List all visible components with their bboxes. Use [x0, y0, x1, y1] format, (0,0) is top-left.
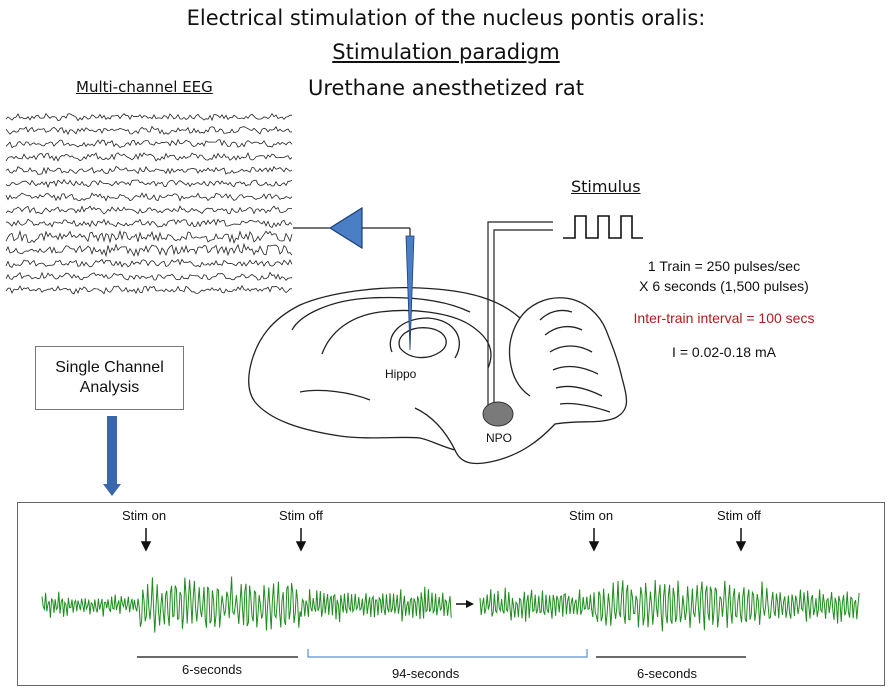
npo-target-icon [482, 401, 514, 427]
train-description-line-2: X 6 seconds (1,500 pulses) [639, 278, 809, 294]
duration-label-second: 6-seconds [637, 666, 697, 681]
title-line-3: Urethane anesthetized rat [307, 76, 585, 100]
rat-brain-outline [247, 287, 628, 465]
eeg-channel-trace [5, 112, 292, 122]
eeg-channel-trace [5, 178, 293, 189]
stim-off-label-2: Stim off [717, 508, 761, 523]
eeg-channel-trace [5, 192, 293, 202]
npo-label: NPO [486, 431, 513, 445]
single-channel-trace [41, 576, 860, 633]
eeg-channel-trace [5, 152, 293, 162]
stimulus-current: I = 0.02-0.18 mA [672, 344, 776, 360]
stim-arrows [140, 528, 747, 552]
eeg-channel-trace [5, 258, 293, 268]
eeg-channel-trace [5, 165, 293, 175]
train-description-line-1: 1 Train = 250 pulses/sec [647, 258, 801, 274]
eeg-channel-trace [5, 242, 293, 258]
stim-on-label-1: Stim on [122, 508, 167, 523]
eeg-channel-trace [5, 205, 292, 215]
continuation-arrow-icon [466, 600, 474, 608]
eeg-channel-trace [5, 138, 293, 149]
eeg-channel-trace [5, 271, 293, 281]
multi-channel-eeg-traces [5, 112, 293, 295]
single-channel-analysis-label: Single Channel Analysis [55, 359, 164, 396]
inter-train-interval: Inter-train interval = 100 secs [633, 310, 815, 326]
stim-off-label-1: Stim off [279, 508, 323, 523]
single-channel-analysis-box: Single Channel Analysis [35, 346, 184, 410]
gap-bracket [307, 649, 588, 658]
recording-electrode-icon [405, 235, 415, 351]
eeg-channel-trace [5, 284, 292, 295]
eeg-channel-trace [5, 229, 293, 245]
single-channel-panel [17, 502, 885, 686]
stimulating-electrode-leads [487, 221, 553, 408]
down-arrow-shaft [107, 416, 117, 484]
hippo-label: Hippo [385, 367, 417, 381]
duration-label-first: 6-seconds [182, 662, 242, 677]
eeg-channel-trace [5, 125, 293, 136]
title-line-1: Electrical stimulation of the nucleus po… [186, 6, 706, 30]
amplifier-triangle-icon [328, 206, 363, 250]
pulse-train-waveform [563, 215, 643, 239]
stim-on-label-2: Stim on [569, 508, 614, 523]
title-line-2: Stimulation paradigm [332, 40, 560, 64]
eeg-channel-trace [5, 218, 293, 229]
eeg-label: Multi-channel EEG [76, 78, 213, 96]
stimulus-label: Stimulus [571, 177, 641, 196]
down-arrow-icon [103, 484, 121, 496]
duration-label-gap: 94-seconds [392, 666, 460, 681]
